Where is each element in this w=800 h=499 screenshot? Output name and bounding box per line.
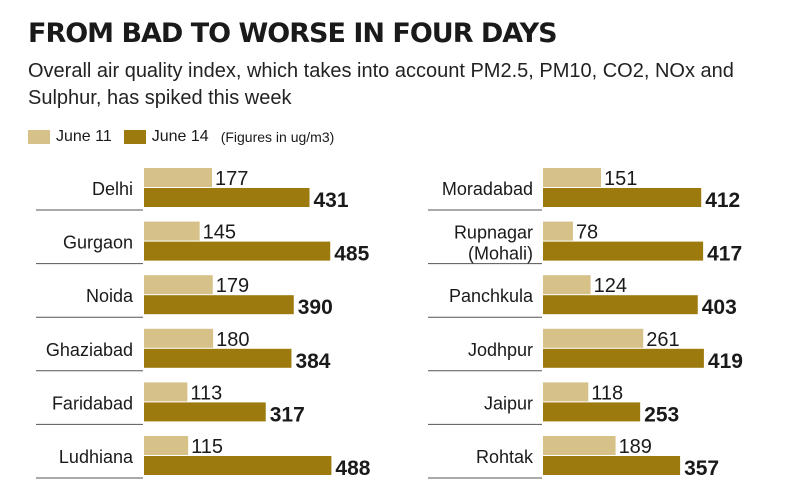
bar-june11: [144, 382, 188, 402]
value-label-june14: 488: [335, 457, 370, 480]
bar-june11: [144, 168, 212, 187]
category-label: Rupnagar: [454, 223, 533, 243]
value-label-june14: 357: [684, 457, 719, 480]
value-label-june14: 419: [708, 350, 743, 373]
bar-june14: [543, 295, 698, 315]
legend-label-june11: June 11: [56, 128, 112, 145]
chart-subtitle: Overall air quality index, which takes i…: [28, 60, 734, 109]
bar-june11: [543, 328, 644, 348]
category-label: (Mohali): [468, 244, 533, 264]
value-label-june11: 177: [215, 168, 248, 190]
value-label-june11: 180: [216, 329, 249, 351]
category-label: Ghaziabad: [46, 340, 133, 360]
bar-june11: [144, 221, 200, 241]
value-label-june14: 485: [334, 243, 369, 266]
legend-item-june14: June 14: [123, 128, 209, 146]
value-label-june11: 261: [646, 329, 679, 351]
bar-june14: [144, 188, 310, 207]
bar-june14: [144, 295, 294, 315]
value-label-june14: 431: [314, 189, 349, 212]
bar-june11: [543, 436, 616, 455]
category-label: Delhi: [92, 179, 133, 199]
bar-june14: [543, 402, 641, 422]
bar-june11: [144, 436, 189, 455]
value-label-june14: 317: [270, 403, 305, 426]
bar-june11: [144, 328, 214, 348]
value-label-june14: 417: [707, 243, 742, 266]
category-label: Panchkula: [449, 286, 534, 306]
value-label-june11: 179: [216, 275, 249, 297]
value-label-june11: 78: [576, 222, 598, 244]
category-label: Moradabad: [442, 179, 533, 199]
category-label: Jaipur: [484, 393, 533, 413]
value-label-june11: 189: [619, 436, 652, 458]
value-label-june11: 151: [604, 168, 637, 190]
category-label: Faridabad: [52, 393, 133, 413]
bar-june11: [144, 275, 213, 295]
value-label-june11: 145: [203, 222, 236, 244]
bar-june14: [144, 402, 266, 422]
bar-june14: [543, 348, 704, 368]
legend-units-note: (Figures in ug/m3): [220, 129, 335, 145]
category-label: Ludhiana: [59, 447, 134, 467]
bar-june14: [543, 456, 681, 475]
value-label-june11: 124: [594, 275, 627, 297]
value-label-june11: 115: [191, 436, 223, 458]
bar-june11: [543, 382, 589, 402]
legend-item-june11: June 11: [28, 128, 112, 146]
value-label-june11: 118: [591, 382, 623, 404]
value-label-june14: 412: [705, 189, 740, 212]
category-label: Jodhpur: [468, 340, 533, 360]
value-label-june14: 384: [295, 350, 330, 373]
legend: June 11 June 14 (Figures in ug/m3): [28, 128, 334, 146]
bar-june11: [543, 221, 573, 241]
value-label-june14: 403: [702, 296, 737, 319]
legend-label-june14: June 14: [151, 128, 209, 145]
bar-june14: [543, 188, 702, 207]
category-label: Gurgaon: [63, 233, 133, 253]
bar-june14: [144, 241, 331, 261]
value-label-june14: 253: [644, 403, 679, 426]
value-label-june14: 390: [298, 296, 333, 319]
legend-swatch-june14: [123, 130, 146, 144]
bar-june14: [144, 348, 292, 368]
legend-swatch-june11: [28, 130, 50, 144]
value-label-june11: 113: [190, 382, 222, 404]
bar-june11: [543, 168, 601, 187]
category-label: Noida: [86, 286, 134, 306]
bar-june14: [144, 456, 332, 475]
bar-june11: [543, 275, 591, 295]
bar-june14: [543, 241, 704, 261]
chart-title: FROM BAD TO WORSE IN FOUR DAYS: [28, 18, 558, 49]
category-label: Rohtak: [476, 447, 534, 467]
